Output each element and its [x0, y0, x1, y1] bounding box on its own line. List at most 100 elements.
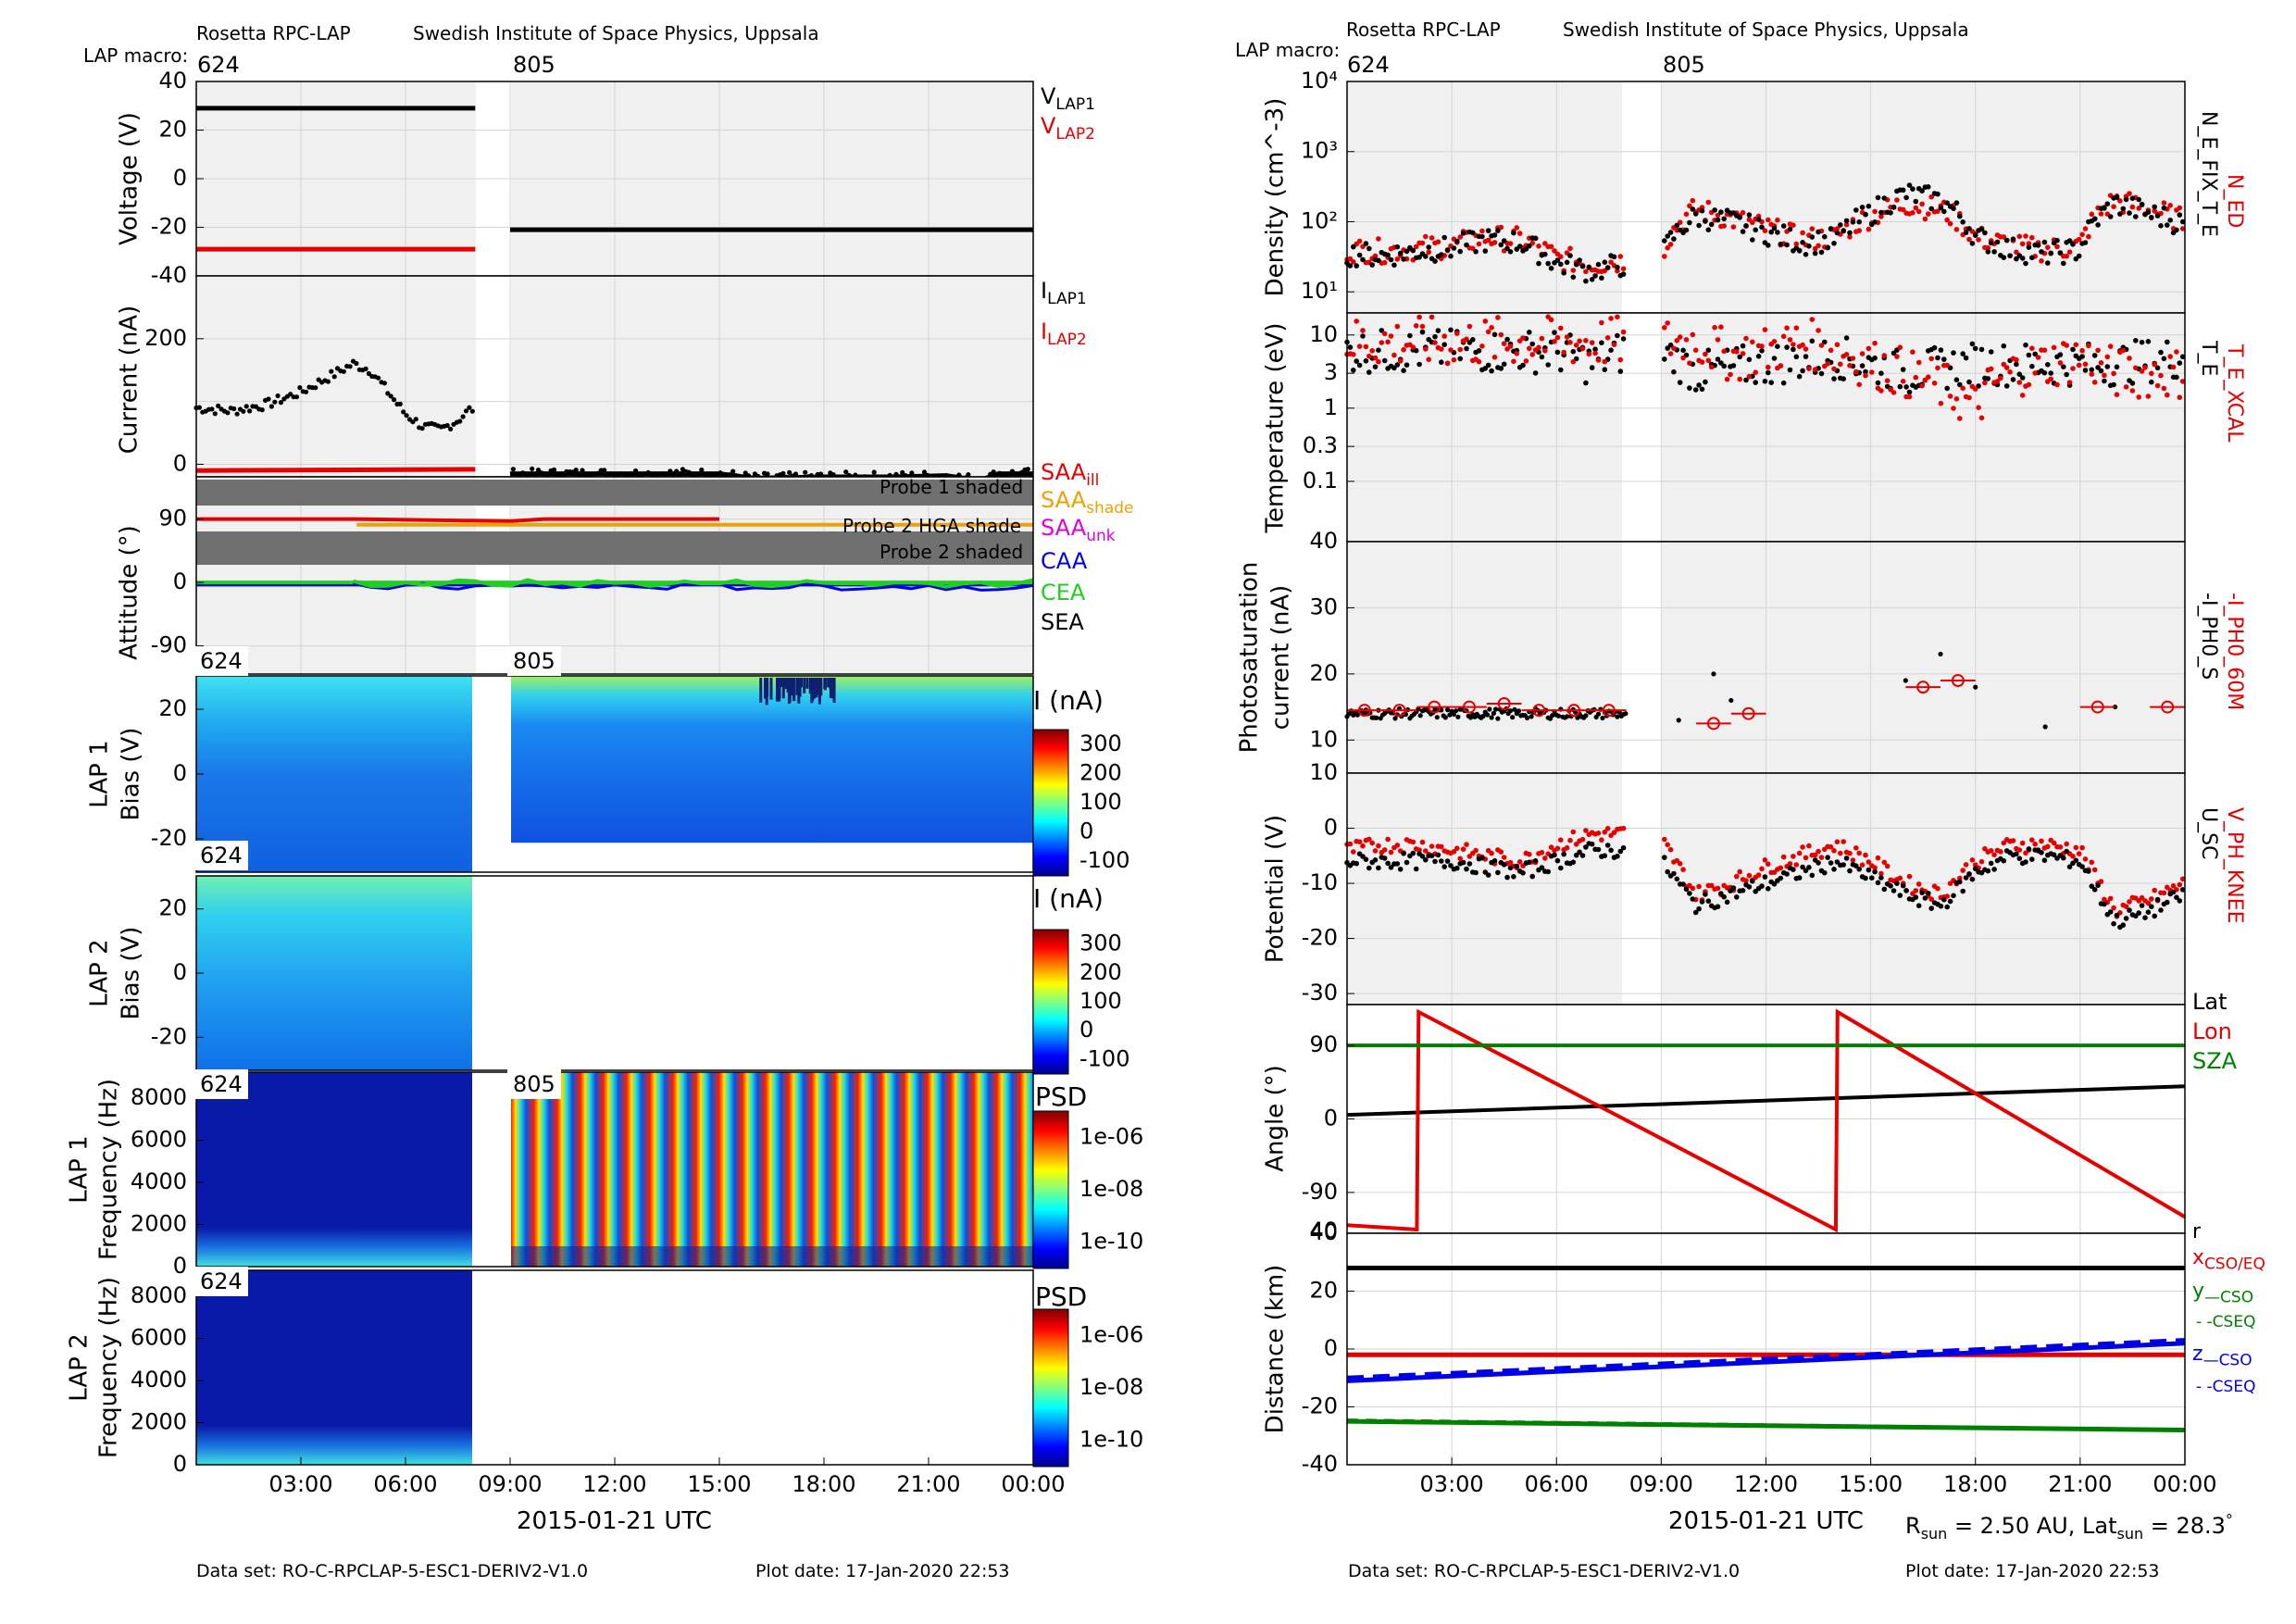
potential-point-red	[1793, 862, 1800, 868]
potential-ytick: -30	[1302, 980, 1338, 1006]
potential-point-black	[1872, 868, 1878, 875]
left-xtick: 21:00	[896, 1471, 960, 1497]
density-point-black	[1579, 263, 1586, 269]
density-point-red	[1381, 259, 1388, 266]
potential-point-black	[1397, 867, 1404, 872]
density-point-black	[2152, 204, 2157, 210]
potential-point-black	[1539, 865, 1545, 870]
temperature-point-red	[1583, 338, 1589, 344]
macro-805: 805	[513, 52, 555, 78]
current-line-red	[195, 467, 476, 473]
current-point	[765, 471, 770, 477]
bias-lap1-spike	[795, 678, 799, 695]
legend-z: z—CSO	[2192, 1343, 2252, 1370]
photo-point-black	[1455, 714, 1461, 719]
temperature-point-red	[1501, 341, 1507, 346]
potential-point-red	[1542, 856, 1548, 861]
potential-point-red	[1416, 847, 1422, 853]
potential-point-black	[1404, 859, 1410, 866]
attitude-ytick: 90	[158, 506, 187, 531]
density-point-black	[1426, 244, 1431, 250]
potential-point-red	[2152, 887, 2157, 893]
density-point-black	[1919, 188, 1925, 194]
temperature-point-red	[1376, 358, 1381, 365]
density-point-black	[2139, 202, 2145, 207]
density-point-black	[1589, 277, 1595, 282]
density-point-black	[2114, 194, 2120, 200]
density-point-black	[1755, 217, 1762, 222]
density-point-black	[1561, 270, 1566, 276]
temperature-point-red	[1856, 381, 1862, 388]
potential-point-black	[1680, 881, 1686, 887]
temperature-point-red	[1683, 337, 1690, 343]
distance-ytick: -20	[1302, 1393, 1338, 1419]
density-point-black	[1602, 259, 1608, 266]
temperature-point-red	[1372, 355, 1379, 361]
potential-point-red	[1812, 852, 1818, 858]
density-point-red	[2098, 211, 2104, 217]
density-point-black	[1485, 228, 1491, 233]
potential-point-red	[1385, 836, 1391, 843]
spec-macro-b: 805	[507, 646, 561, 676]
temperature-point-red	[1712, 324, 1717, 331]
temperature-point-black	[2104, 364, 2111, 369]
photo-marker	[1567, 704, 1581, 718]
potential-point-black	[1816, 860, 1821, 866]
density-point-red	[1570, 268, 1577, 273]
density-point-red	[1615, 268, 1620, 274]
density-point-black	[1501, 238, 1507, 244]
potential-point-black	[1507, 865, 1514, 871]
photo-marker	[1741, 706, 1755, 720]
potential-point-red	[2073, 844, 2079, 851]
density-point-red	[1800, 230, 1805, 236]
density-point-black	[1567, 253, 1573, 258]
right-xtick: 21:00	[2048, 1471, 2112, 1497]
temperature-point-black	[1360, 333, 1366, 339]
temperature-point-black	[1351, 368, 1356, 373]
temperature-point-red	[1599, 319, 1604, 326]
density-point-red	[1665, 244, 1670, 251]
current-point	[460, 414, 466, 419]
current-point	[843, 469, 849, 475]
density-point-red	[1423, 233, 1429, 240]
photo-point-black	[1711, 671, 1716, 677]
density-point-black	[2161, 205, 2167, 211]
temperature-point-red	[1721, 348, 1727, 355]
temperature-point-red	[1915, 359, 1922, 366]
density-point-black	[2177, 212, 2183, 218]
current-point	[742, 470, 748, 476]
density-ytick: 10²	[1301, 207, 1338, 233]
legend-caa: CAA	[1041, 548, 1088, 574]
potential-point-black	[1385, 860, 1391, 867]
temperature-point-red	[2161, 385, 2167, 392]
temperature-point-red	[2041, 347, 2048, 354]
bias-lap1-ytick: 0	[173, 760, 187, 786]
temperature-point-red	[1692, 347, 1699, 354]
photo-point-black	[1510, 715, 1516, 720]
potential-point-red	[1489, 850, 1494, 856]
potential-point-black	[1778, 875, 1784, 881]
density-point-black	[1592, 273, 1598, 279]
potential-point-red	[1457, 856, 1463, 862]
temperature-point-black	[1592, 346, 1598, 353]
potential-point-black	[1473, 869, 1479, 876]
density-point-black	[1746, 212, 1753, 218]
potential-point-black	[1869, 875, 1875, 881]
potential-point-black	[1464, 866, 1469, 872]
legend-z-cseq: - -CSEQ	[2196, 1378, 2256, 1396]
density-point-black	[1401, 256, 1406, 262]
temperature-point-black	[1878, 370, 1884, 377]
potential-point-black	[1900, 882, 1906, 889]
potential-point-black	[1583, 844, 1589, 850]
psd-lap2-ytick: 2000	[131, 1409, 187, 1435]
density-point-black	[1692, 211, 1699, 217]
photo-point-black	[1491, 710, 1496, 717]
temperature-point-red	[1482, 319, 1489, 324]
current-point	[243, 404, 249, 409]
photo-point-black	[1728, 697, 1734, 704]
potential-point-red	[1991, 852, 1997, 857]
current-point	[803, 469, 808, 475]
distance-ytick: -40	[1302, 1451, 1338, 1477]
density-point-red	[1617, 254, 1624, 259]
